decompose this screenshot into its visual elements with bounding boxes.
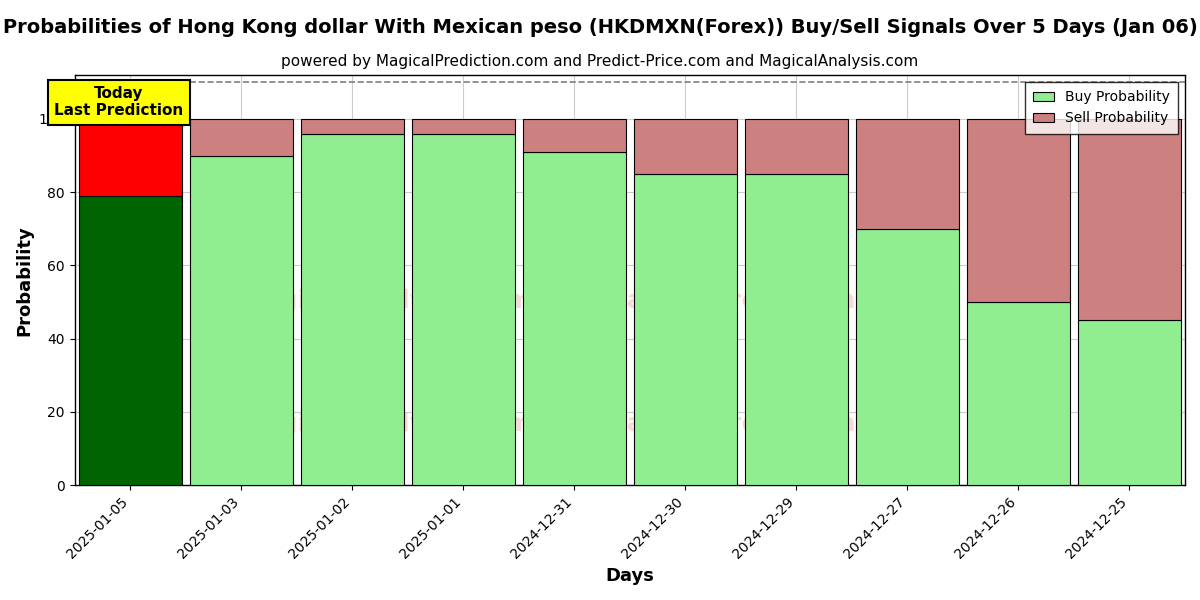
X-axis label: Days: Days	[605, 567, 654, 585]
Bar	[634, 174, 737, 485]
Bar	[78, 196, 182, 485]
Bar	[967, 302, 1070, 485]
Text: MagicalAnalysis.com: MagicalAnalysis.com	[239, 289, 533, 313]
Bar	[78, 119, 182, 196]
Bar	[745, 174, 848, 485]
Bar	[1078, 320, 1181, 485]
Bar	[523, 119, 626, 152]
Text: powered by MagicalPrediction.com and Predict-Price.com and MagicalAnalysis.com: powered by MagicalPrediction.com and Pre…	[281, 54, 919, 69]
Bar	[412, 134, 515, 485]
Bar	[967, 119, 1070, 302]
Text: Probabilities of Hong Kong dollar With Mexican peso (HKDMXN(Forex)) Buy/Sell Sig: Probabilities of Hong Kong dollar With M…	[2, 18, 1198, 37]
Bar	[523, 152, 626, 485]
Bar	[190, 119, 293, 155]
Bar	[301, 134, 404, 485]
Y-axis label: Probability: Probability	[16, 225, 34, 335]
Text: MagicalPrediction.com: MagicalPrediction.com	[602, 412, 924, 436]
Bar	[190, 155, 293, 485]
Text: Today
Last Prediction: Today Last Prediction	[54, 86, 184, 118]
Bar	[412, 119, 515, 134]
Text: MagicalAnalysis.com: MagicalAnalysis.com	[239, 412, 533, 436]
Text: MagicalPrediction.com: MagicalPrediction.com	[602, 289, 924, 313]
Bar	[634, 119, 737, 174]
Bar	[745, 119, 848, 174]
Bar	[1078, 119, 1181, 320]
Bar	[856, 229, 959, 485]
Legend: Buy Probability, Sell Probability: Buy Probability, Sell Probability	[1025, 82, 1178, 134]
Bar	[856, 119, 959, 229]
Bar	[301, 119, 404, 134]
